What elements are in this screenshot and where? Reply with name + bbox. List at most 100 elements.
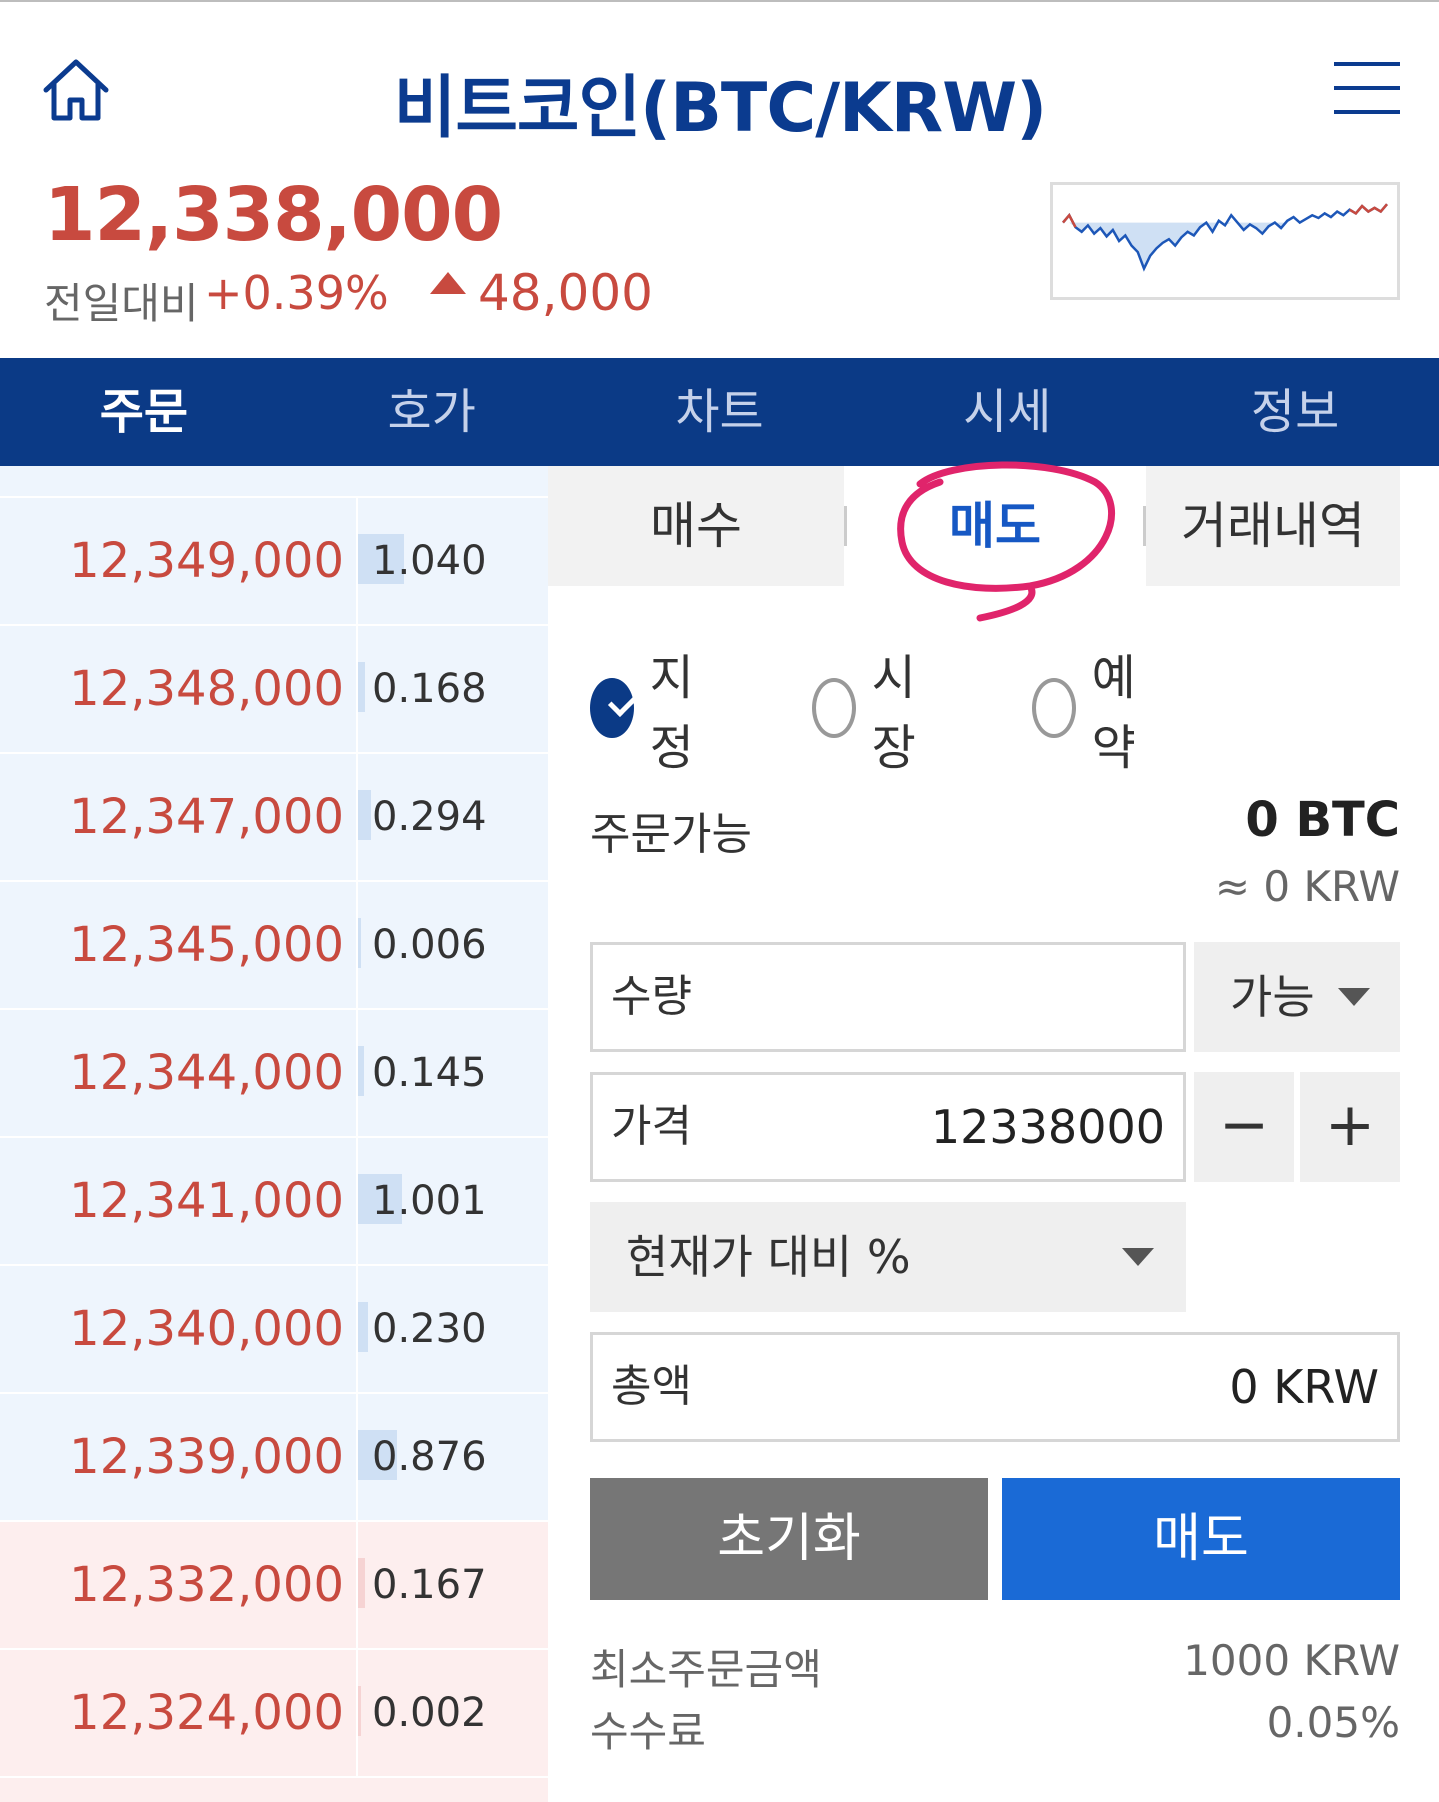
tab-trade-history[interactable]: 거래내역 <box>1146 466 1400 586</box>
current-price: 12,338,000 <box>44 172 503 258</box>
orderbook-quantity-cell: 0.006 <box>358 882 548 1008</box>
orderbook-bid-row[interactable]: 12,324,000 0.002 <box>0 1650 548 1776</box>
sell-button[interactable]: 매도 <box>1002 1478 1400 1600</box>
mini-chart-area <box>1063 222 1387 269</box>
fee-label: 수수료 <box>590 1707 706 1756</box>
orderbook-quantity: 0.230 <box>372 1306 487 1352</box>
tab-divider <box>844 506 847 546</box>
orderbook-ask-row[interactable]: 12,340,000 0.230 <box>0 1266 548 1392</box>
page-title: 비트코인(BTC/KRW) <box>393 69 1047 148</box>
orderbook-volume-bar <box>358 1174 403 1224</box>
orderbook-quantity-cell: 1.001 <box>358 1138 548 1264</box>
orderbook-ask-row[interactable]: 12,349,000 1.040 <box>0 498 548 624</box>
chevron-down-icon <box>1122 1248 1154 1266</box>
orderbook-bid-row[interactable]: 12,332,000 0.167 <box>0 1522 548 1648</box>
plus-icon: + <box>1324 1090 1376 1160</box>
status-divider <box>0 0 1439 2</box>
tab-order[interactable]: 주문 <box>99 384 189 440</box>
minus-icon: − <box>1218 1090 1270 1160</box>
orderbook-price: 12,332,000 <box>0 1522 356 1648</box>
orderbook-quantity: 0.876 <box>372 1434 487 1480</box>
orderbook-volume-bar <box>358 1430 397 1480</box>
orderbook-price: 12,344,000 <box>0 1010 356 1136</box>
tab-info[interactable]: 정보 <box>1250 384 1340 440</box>
reset-button[interactable]: 초기화 <box>590 1478 988 1600</box>
radio-label: 시장 <box>871 650 916 776</box>
orderbook-ask-row[interactable]: 12,347,000 0.294 <box>0 754 548 880</box>
change-amount: 48,000 <box>478 264 653 322</box>
orderbook-price: 12,341,000 <box>0 1138 356 1264</box>
radio-limit[interactable]: 지정 <box>590 650 710 776</box>
quantity-dropdown[interactable]: 가능 <box>1194 942 1400 1052</box>
orderbook-quantity: 0.294 <box>372 794 487 840</box>
price-label: 가격 <box>611 1101 692 1152</box>
orderbook-ask-row[interactable]: 12,345,000 0.006 <box>0 882 548 1008</box>
tab-buy[interactable]: 매수 <box>548 466 844 586</box>
orderbook-price: 12,339,000 <box>0 1394 356 1520</box>
price-plus-button[interactable]: + <box>1300 1072 1400 1182</box>
orderbook-volume-bar <box>358 790 371 840</box>
orderbook-price: 12,324,000 <box>0 1650 356 1776</box>
price-input[interactable]: 가격 12338000 <box>590 1072 1186 1182</box>
min-order-value: 1000 KRW <box>1183 1636 1400 1685</box>
radio-reserve[interactable]: 예약 <box>1032 650 1152 776</box>
fee-value: 0.05% <box>1266 1698 1400 1747</box>
radio-unchecked-icon <box>812 678 856 738</box>
orderbook-price: 12,347,000 <box>0 754 356 880</box>
orderbook-ask-row[interactable]: 12,341,000 1.001 <box>0 1138 548 1264</box>
up-arrow-icon <box>430 272 466 294</box>
orderbook-quantity-cell: 0.294 <box>358 754 548 880</box>
total-label: 총액 <box>611 1361 692 1412</box>
quantity-label: 수량 <box>611 971 692 1022</box>
quantity-input[interactable]: 수량 <box>590 942 1186 1052</box>
order-subtabs: 매수 매도 거래내역 <box>548 466 1400 586</box>
orderbook-ask-row[interactable]: 12,339,000 0.876 <box>0 1394 548 1520</box>
orderbook-volume-bar <box>358 534 404 584</box>
orderbook-quantity-cell: 0.876 <box>358 1394 548 1520</box>
total-value: 0 KRW <box>1229 1360 1379 1414</box>
main-nav: 주문 호가 차트 시세 정보 <box>0 358 1439 466</box>
radio-market[interactable]: 시장 <box>812 650 932 776</box>
min-order-label: 최소주문금액 <box>590 1645 822 1694</box>
tab-market-price[interactable]: 시세 <box>963 384 1052 440</box>
orderbook: 12,349,000 1.040 12,348,000 0.168 12,347,000… <box>0 466 548 1802</box>
orderbook-ask-row[interactable]: 12,344,000 0.145 <box>0 1010 548 1136</box>
orderbook-volume-bar <box>358 662 366 712</box>
price-minus-button[interactable]: − <box>1194 1072 1294 1182</box>
percent-dropdown-label: 현재가 대비 % <box>626 1230 911 1284</box>
orderbook-price: 12,348,000 <box>0 626 356 752</box>
orderbook-quantity: 0.167 <box>372 1562 487 1608</box>
orderbook-quantity-cell: 0.167 <box>358 1522 548 1648</box>
total-input[interactable]: 총액 0 KRW <box>590 1332 1400 1442</box>
tab-orderbook[interactable]: 호가 <box>387 384 476 440</box>
orderbook-quantity-cell: 0.230 <box>358 1266 548 1392</box>
available-krw: ≈ 0 KRW <box>1214 862 1400 911</box>
available-label: 주문가능 <box>590 809 752 860</box>
quantity-dropdown-label: 가능 <box>1230 970 1315 1024</box>
radio-label: 예약 <box>1091 650 1136 776</box>
tab-sell[interactable]: 매도 <box>847 466 1143 586</box>
chevron-down-icon <box>1338 988 1370 1006</box>
percent-dropdown[interactable]: 현재가 대비 % <box>590 1202 1186 1312</box>
orderbook-quantity: 1.040 <box>372 538 487 584</box>
radio-unchecked-icon <box>1032 678 1076 738</box>
orderbook-ask-row[interactable]: 12,348,000 0.168 <box>0 626 548 752</box>
mini-chart-up-segment <box>1348 203 1388 216</box>
orderbook-quantity-cell: 0.168 <box>358 626 548 752</box>
change-label: 전일대비 <box>44 279 199 328</box>
mini-chart-svg <box>1062 203 1388 272</box>
orderbook-quantity: 0.002 <box>372 1690 487 1736</box>
home-icon[interactable] <box>40 54 112 126</box>
mini-chart-line <box>1062 203 1388 272</box>
orderbook-price: 12,340,000 <box>0 1266 356 1392</box>
mini-price-chart[interactable] <box>1050 182 1400 300</box>
hamburger-menu-icon[interactable] <box>1334 62 1400 114</box>
orderbook-price: 12,349,000 <box>0 498 356 624</box>
orderbook-row-partial <box>0 1778 548 1802</box>
orderbook-volume-bar <box>358 1046 365 1096</box>
available-btc: 0 BTC <box>1245 792 1400 848</box>
tab-chart[interactable]: 차트 <box>675 384 764 440</box>
orderbook-quantity: 0.006 <box>372 922 487 968</box>
tab-divider <box>1143 506 1146 546</box>
radio-checked-icon <box>590 678 634 738</box>
